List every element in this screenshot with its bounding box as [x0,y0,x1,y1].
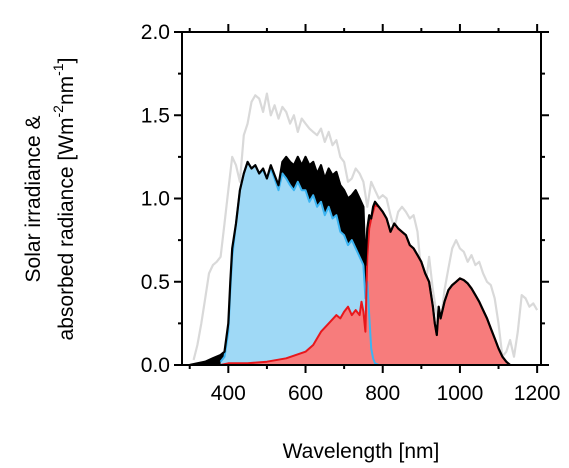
y-axis-title: Solar irradiance & absorbed radiance [Wm… [22,58,78,341]
y-axis-title-mid: nm [55,76,78,105]
y-axis-title-exp-2: -1 [50,63,66,76]
x-tick-label: 400 [211,382,246,405]
y-tick-label: 2.0 [141,21,170,44]
tick-layer: 400 600 800 1000 1200 0.0 0.5 1.0 1.5 2.0 [141,21,561,405]
y-tick-label: 0.5 [141,271,170,294]
x-axis-title: Wavelength [nm] [283,440,440,463]
x-tick-label: 800 [365,382,400,405]
y-tick-label: 0.0 [141,354,170,377]
x-tick-label: 1000 [437,382,484,405]
y-tick-label: 1.0 [141,188,170,211]
x-tick-label: 600 [288,382,323,405]
y-axis-title-exp-1: -2 [50,105,66,118]
x-tick-label: 1200 [514,382,561,405]
solar-spectrum-line [192,92,539,361]
y-tick-label: 1.5 [141,104,170,127]
absorbed-total-line [189,155,511,365]
y-axis-title-suffix: ] [55,58,78,64]
y-axis-title-prefix: absorbed radiance [Wm [55,117,78,340]
y-axis-title-line-1: Solar irradiance & [22,116,45,283]
y-axis-title-line-2: absorbed radiance [Wm-2nm-1] [50,58,78,341]
series-layer [189,92,539,365]
